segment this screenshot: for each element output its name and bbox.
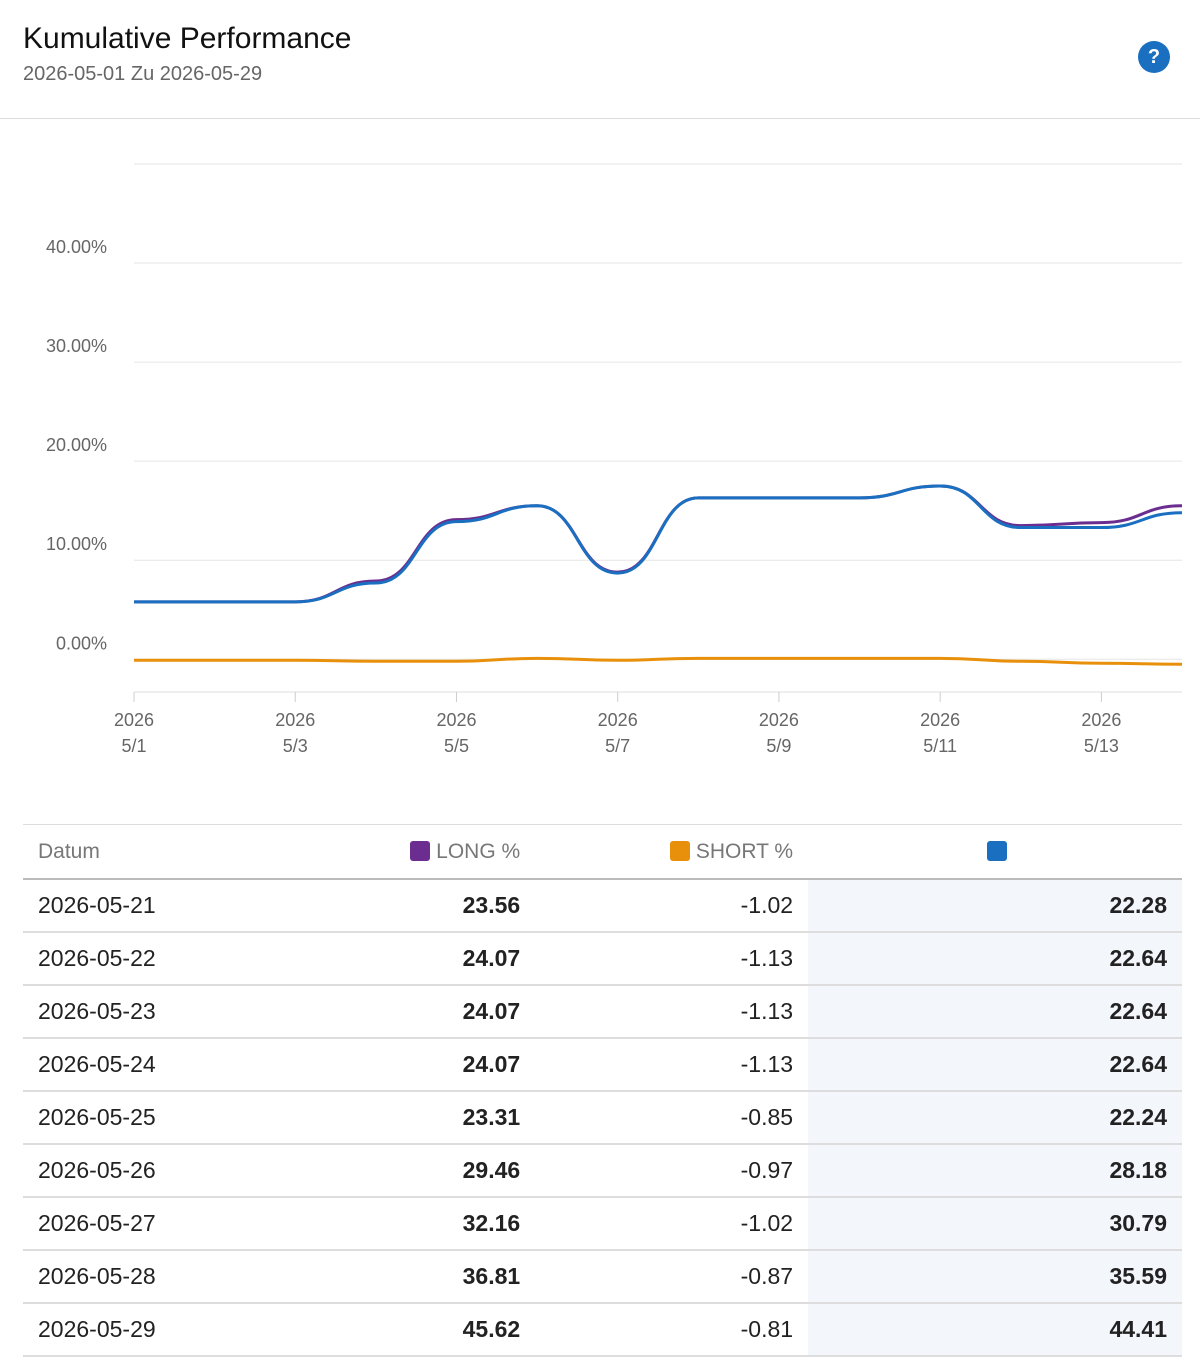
table-row: 2026-05-29 45.62 -0.81 44.41 [23, 1303, 1182, 1357]
value-cell: -1.13 [535, 1038, 809, 1092]
value-cell: 35.59 [808, 1250, 1182, 1304]
column-header: Datum [23, 824, 286, 880]
title: Kumulative Performance [23, 22, 352, 55]
table-row: 2026-05-27 32.16 -1.02 30.79 [23, 1197, 1182, 1251]
x-tick-label: 5/5 [444, 736, 469, 756]
legend-swatch [987, 840, 1007, 861]
x-tick-label: 2026 [436, 710, 476, 730]
value-cell: -1.13 [535, 985, 809, 1039]
value-cell: -1.13 [535, 932, 809, 986]
table-row: 2026-05-28 36.81 -0.87 35.59 [23, 1250, 1182, 1304]
date-cell: 2026-05-28 [23, 1250, 286, 1304]
table-row: 2026-05-22 24.07 -1.13 22.64 [23, 932, 1182, 986]
value-cell: 22.28 [808, 879, 1182, 933]
y-tick-label: 0.00% [56, 633, 107, 653]
date-cell: 2026-05-24 [23, 1038, 286, 1092]
table-row: 2026-05-23 24.07 -1.13 22.64 [23, 985, 1182, 1039]
value-cell: 23.31 [285, 1091, 536, 1145]
column-header [808, 824, 1182, 880]
value-cell: 23.56 [285, 879, 536, 933]
value-cell: 22.64 [808, 932, 1182, 986]
x-tick-label: 5/9 [766, 736, 791, 756]
x-tick-label: 5/11 [923, 736, 957, 756]
value-cell: -0.81 [535, 1303, 809, 1357]
legend-label: LONG % [436, 839, 521, 863]
y-tick-label: 30.00% [46, 336, 107, 356]
date-cell: 2026-05-22 [23, 932, 286, 986]
value-cell: 30.79 [808, 1197, 1182, 1251]
value-cell: 28.18 [808, 1144, 1182, 1198]
column-header: LONG % [285, 824, 536, 880]
x-tick-label: 2026 [759, 710, 799, 730]
table: Datum LONG % SHORT % 2026-05-21 23.56 -1.02 22… [23, 824, 1182, 1357]
value-cell: 45.62 [285, 1303, 536, 1357]
table-row: 2026-05-24 24.07 -1.13 22.64 [23, 1038, 1182, 1092]
date-cell: 2026-05-27 [23, 1197, 286, 1251]
header: Kumulative Performance 2026-05-01 Zu 202… [0, 0, 1200, 119]
date-cell: 2026-05-25 [23, 1091, 286, 1145]
line-series [133, 484, 1183, 604]
x-tick-label: 2026 [920, 710, 960, 730]
value-cell: 22.24 [808, 1091, 1182, 1145]
value-cell: -1.02 [535, 879, 809, 933]
line-series [133, 484, 1183, 604]
date-cell: 2026-05-21 [23, 879, 286, 933]
x-tick-label: 2026 [275, 710, 315, 730]
value-cell: 36.81 [285, 1250, 536, 1304]
table-row: 2026-05-25 23.31 -0.85 22.24 [23, 1091, 1182, 1145]
legend-swatch [669, 840, 690, 861]
value-cell: -0.85 [535, 1091, 809, 1145]
value-cell: 22.64 [808, 1038, 1182, 1092]
legend-label: SHORT % [695, 839, 794, 863]
x-tick-label: 2026 [114, 710, 154, 730]
x-tick-label: 2026 [598, 710, 638, 730]
chart: 0.00% 10.00% 20.00% 30.00% 40.00% 2026 5/1 2026… [46, 163, 1183, 756]
help-button[interactable]: ? [1138, 41, 1170, 73]
value-cell: 24.07 [285, 985, 536, 1039]
date-cell: 2026-05-26 [23, 1144, 286, 1198]
y-tick-label: 20.00% [46, 435, 107, 455]
y-tick-label: 40.00% [46, 237, 107, 257]
value-cell: 29.46 [285, 1144, 536, 1198]
value-cell: -0.87 [535, 1250, 809, 1304]
date-cell: 2026-05-23 [23, 985, 286, 1039]
header-row: Datum LONG % SHORT % [23, 824, 1182, 880]
x-tick-label: 5/13 [1084, 736, 1119, 756]
x-tick-label: 5/3 [283, 736, 308, 756]
table-row: 2026-05-26 29.46 -0.97 28.18 [23, 1144, 1182, 1198]
value-cell: 24.07 [285, 1038, 536, 1092]
date-cell: 2026-05-29 [23, 1303, 286, 1357]
table-row: 2026-05-21 23.56 -1.02 22.28 [23, 879, 1182, 933]
legend-swatch [410, 840, 431, 861]
value-cell: 44.41 [808, 1303, 1182, 1357]
x-tick-label: 5/1 [121, 736, 146, 756]
table-body: 2026-05-21 23.56 -1.02 22.28 2026-05-22 24.07… [23, 879, 1182, 1357]
value-cell: 24.07 [285, 932, 536, 986]
value-cell: -0.97 [535, 1144, 809, 1198]
value-cell: -1.02 [535, 1197, 809, 1251]
column-header: SHORT % [535, 824, 809, 880]
value-cell: 32.16 [285, 1197, 536, 1251]
subtitle: 2026-05-01 Zu 2026-05-29 [23, 63, 263, 85]
line-series [133, 656, 1183, 666]
y-tick-label: 10.00% [46, 534, 107, 554]
value-cell: 22.64 [808, 985, 1182, 1039]
x-tick-label: 2026 [1081, 710, 1121, 730]
x-tick-label: 5/7 [605, 736, 630, 756]
